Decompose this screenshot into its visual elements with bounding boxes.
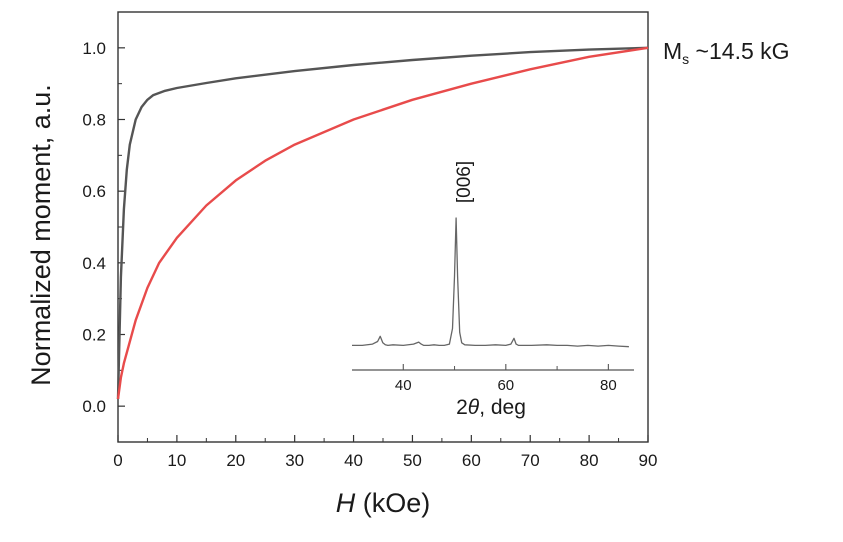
x-axis-label-italic: H: [336, 488, 356, 518]
saturation-annotation: Ms ~14.5 kG: [663, 38, 790, 67]
inset-x-tick-label: 80: [600, 377, 617, 394]
x-tick-label: 0: [113, 451, 122, 470]
x-axis-label: H (kOe): [336, 488, 431, 518]
x-tick-label: 30: [285, 451, 304, 470]
x-axis: 0 10 20 30 40 50 60 70 80 90: [113, 435, 657, 470]
x-tick-label: 80: [580, 451, 599, 470]
y-tick-label: 0.0: [82, 397, 106, 416]
y-tick-label: 0.4: [82, 254, 106, 273]
y-tick-label: 0.2: [82, 326, 106, 345]
y-tick-label: 0.6: [82, 182, 106, 201]
inset-x-axis: 40 60 80: [395, 364, 617, 394]
y-tick-label: 1.0: [82, 39, 106, 58]
x-tick-label: 10: [167, 451, 186, 470]
x-tick-label: 90: [639, 451, 658, 470]
x-tick-label: 60: [462, 451, 481, 470]
inset-x-label-prefix: 2: [456, 396, 468, 419]
inset-x-tick-label: 40: [395, 377, 412, 394]
series-line-1: [116, 46, 649, 400]
inset-plot: 40 60 80 [006] 2θ, deg: [352, 161, 634, 419]
annotation-sub: s: [682, 51, 689, 67]
annotation-rest: ~14.5 kG: [689, 38, 789, 64]
y-axis-label: Normalized moment, a.u.: [26, 84, 56, 386]
x-tick-label: 70: [521, 451, 540, 470]
annotation-main: M: [663, 38, 682, 64]
x-axis-label-rest: (kOe): [355, 488, 430, 518]
inset-peak-label: [006]: [454, 161, 475, 203]
inset-series-layer: [352, 217, 629, 348]
inset-x-axis-label: 2θ, deg: [456, 396, 526, 419]
y-axis: 0.0 0.2 0.4 0.6 0.8 1.0: [82, 39, 125, 416]
x-tick-label: 40: [344, 451, 363, 470]
y-tick-label: 0.8: [82, 111, 106, 130]
inset-x-label-rest: , deg: [479, 396, 526, 419]
series-layer: [116, 46, 649, 400]
x-tick-label: 20: [226, 451, 245, 470]
inset-x-tick-label: 60: [497, 377, 514, 394]
series-line-2: [116, 46, 649, 400]
inset-series-line-1: [352, 217, 629, 348]
x-tick-label: 50: [403, 451, 422, 470]
plot-frame: [117, 11, 649, 443]
inset-x-label-theta: θ: [468, 396, 480, 419]
main-plot: 0.0 0.2 0.4 0.6 0.8 1.0 0 10 20 30 40 50 60 70 80 90 N…: [26, 11, 790, 518]
